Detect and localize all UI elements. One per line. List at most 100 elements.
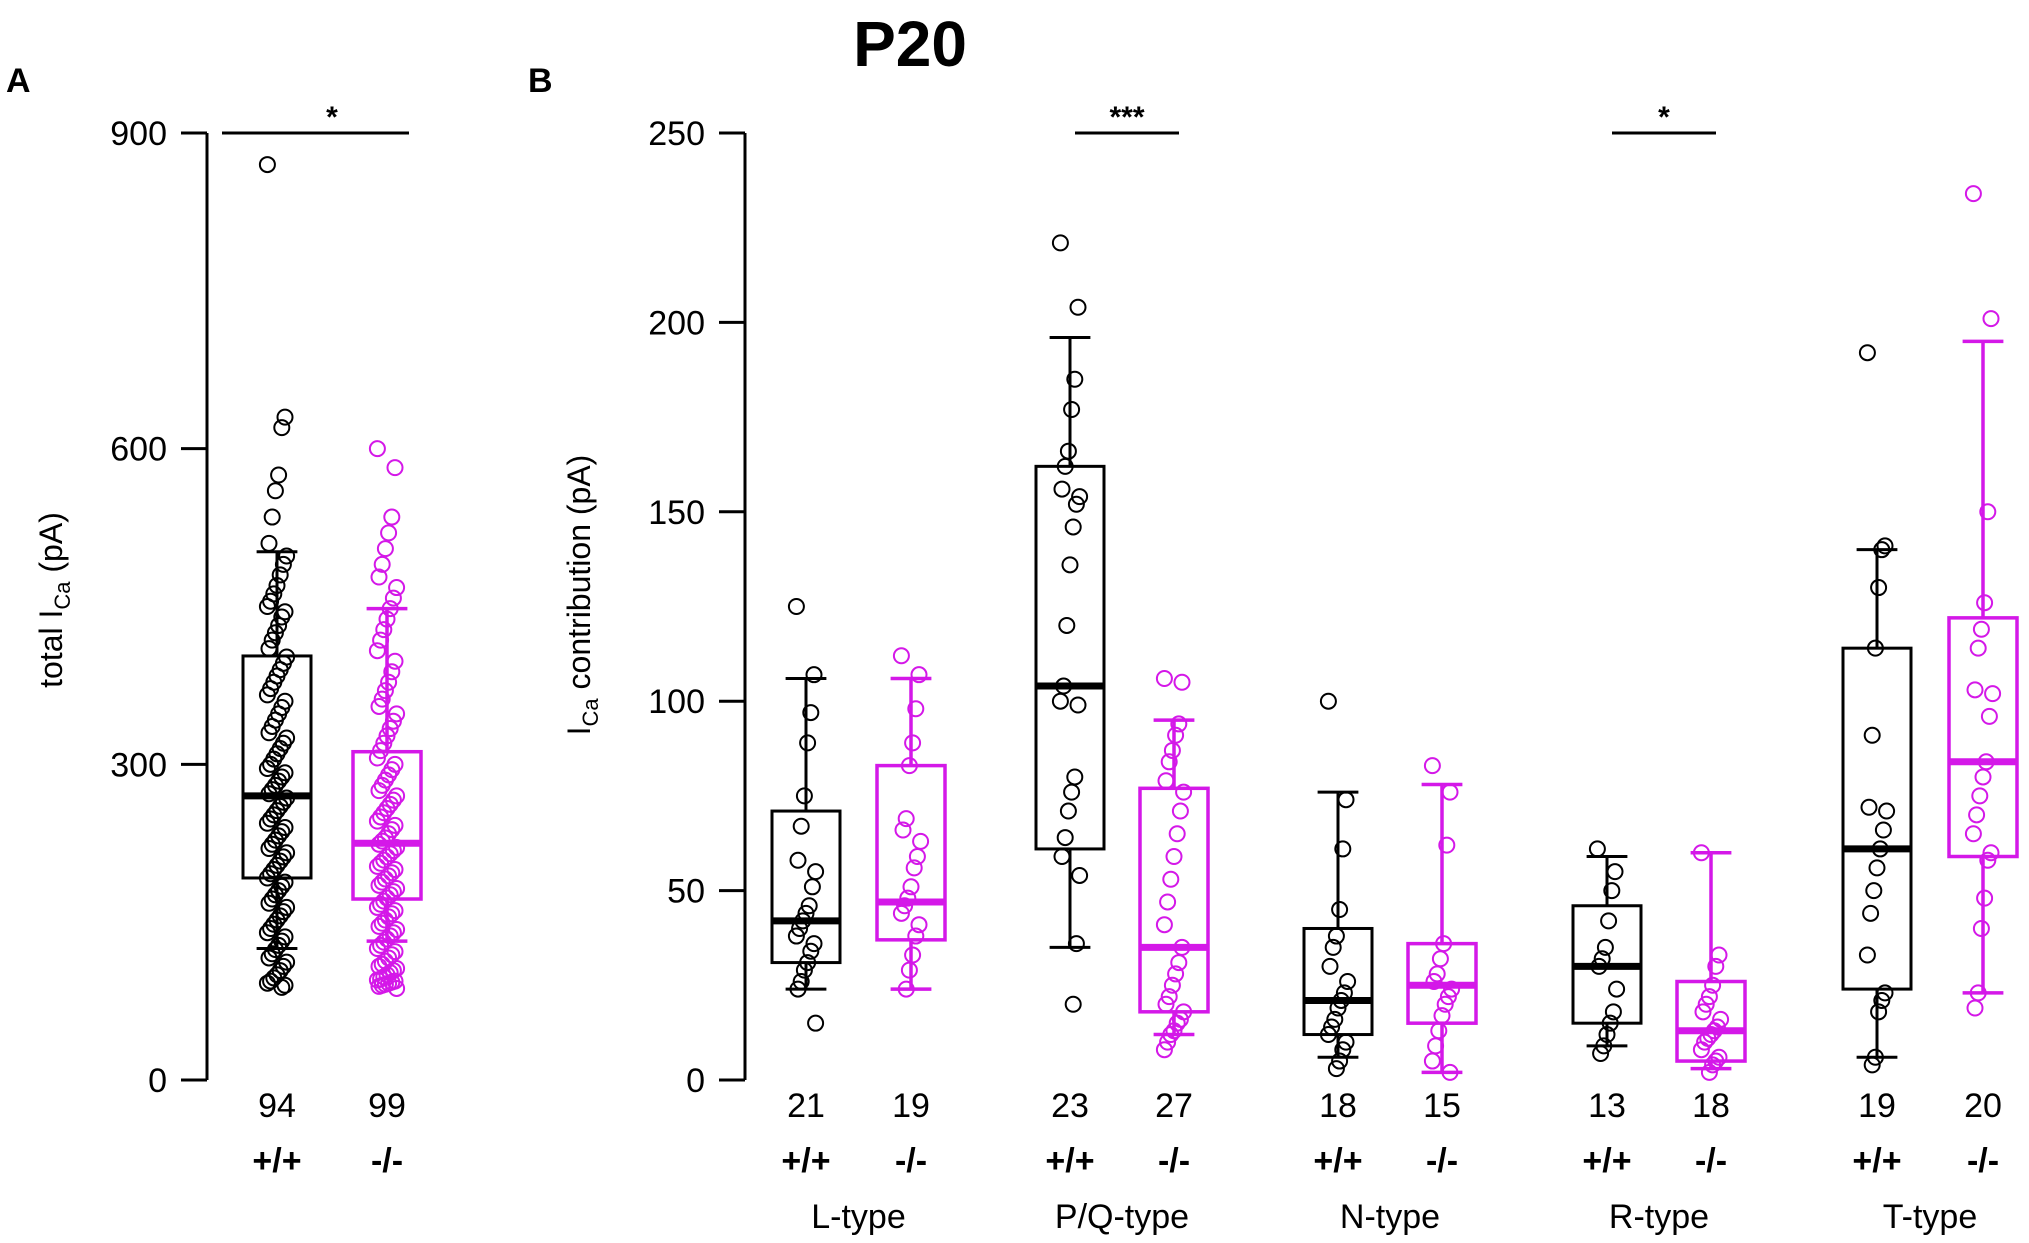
panel-b-l-type-wt-data-point	[807, 1014, 825, 1032]
panel-a-wt-data-point	[268, 576, 286, 594]
panel-b-r-type-ko-data-point	[1692, 1041, 1710, 1059]
panel-a-wt-data-point	[258, 814, 276, 832]
panel-b-n-type-category-label: N-type	[1340, 1198, 1440, 1236]
panel-b-r-type-ko-data-point	[1696, 1033, 1714, 1051]
panel-b-p-q-type-ko-data-point	[1163, 976, 1181, 994]
panel-b-r-type-wt-data-point	[1603, 882, 1621, 900]
panel-b-l-type-ko-data-point	[892, 647, 910, 665]
panel-a-ko-data-point	[372, 936, 390, 954]
panel-b-p-q-type-wt-data-point	[1067, 495, 1085, 513]
panel-b-y-tick-label: 50	[667, 873, 705, 911]
panel-b-r-type-ko-data-point	[1710, 946, 1728, 964]
panel-a-ko-data-point	[388, 921, 406, 939]
panel-b-t-type-wt-data-point	[1866, 639, 1884, 657]
panel-b-p-q-type-ko-data-point	[1160, 753, 1178, 771]
panel-b-t-type-wt-data-point	[1858, 344, 1876, 362]
panel-b-p-q-type-ko-data-point	[1155, 916, 1173, 934]
panel-b-p-q-type-category-label: P/Q-type	[1055, 1198, 1189, 1236]
panel-b-r-type-ko-data-point	[1707, 957, 1725, 975]
panel-b-p-q-type-wt-data-point	[1063, 401, 1081, 419]
panel-b-n-type-ko-data-point	[1423, 1052, 1441, 1070]
panel-b-ylabel-sub: Ca	[578, 698, 603, 727]
panel-b-p-q-type-ko-box	[1138, 786, 1210, 1014]
panel-b-l-type-wt-data-point	[792, 973, 810, 991]
panel-a-ko-data-point	[384, 924, 402, 942]
panel-a-wt-data-point	[262, 919, 280, 937]
panel-b-p-q-type-ko-data-point	[1170, 715, 1188, 733]
panel-b-n-type-ko-genotype-label: -/-	[1426, 1142, 1458, 1180]
panel-a-ko-data-point	[386, 861, 404, 879]
panel-b-t-type-wt-data-point	[1876, 984, 1894, 1002]
panel-b-t-type-ko-data-point	[1966, 681, 1984, 699]
panel-a-wt-data-point	[258, 760, 276, 778]
panel-b-l-type-ko-data-point	[908, 848, 926, 866]
panel-b-p-q-type-wt-data-point	[1067, 935, 1085, 953]
panel-b-n-type-ko-data-point	[1431, 950, 1449, 968]
panel-b-t-type-wt-data-point	[1866, 1048, 1884, 1066]
panel-a-ko-data-point	[381, 927, 399, 945]
panel-a-ko-data-point	[375, 892, 393, 910]
panel-b-l-type-ko-box	[875, 763, 947, 942]
panel-b-significance-label: ***	[1109, 101, 1144, 134]
panel-b-p-q-type-ko-data-point	[1155, 1041, 1173, 1059]
panel-b-t-type-ko-data-point	[1980, 707, 1998, 725]
panel-a-y-tick-label: 0	[148, 1062, 167, 1100]
panel-a-ko-data-point	[376, 911, 394, 929]
panel-a-ko-data-point	[384, 883, 402, 901]
panel-a-wt-data-point	[260, 949, 278, 967]
panel-b-l-type-wt-n-label: 21	[787, 1087, 825, 1125]
panel-b-t-type-ko-data-point	[1972, 620, 1990, 638]
panel-a-ko-data-point	[380, 673, 398, 691]
panel-b-n-type-ko-data-point	[1438, 836, 1456, 854]
panel-a-ko-data-point	[384, 589, 402, 607]
panel-b-n-type-wt-data-point	[1331, 901, 1349, 919]
panel-b-r-type-wt-genotype-label: +/+	[1582, 1142, 1631, 1180]
panel-b-p-q-type-ko-data-point	[1155, 669, 1173, 687]
panel-b-t-type-wt-data-point	[1873, 991, 1891, 1009]
panel-a-y-tick-label: 300	[110, 746, 167, 784]
panel-b-t-type-ko-data-point	[1982, 844, 2000, 862]
panel-b-plot: 0 50 100 150 200 250 21 +/+ 19 -/- L-type 23 +/+ 27 -/…	[648, 101, 2019, 1236]
panel-b-l-type-wt-data-point	[805, 935, 823, 953]
panel-a-ko-data-point	[388, 579, 406, 597]
panel-b-t-type-wt-data-point	[1876, 537, 1894, 555]
panel-b-l-type-wt-data-point	[789, 851, 807, 869]
panel-b-l-type-ko-data-point	[897, 980, 915, 998]
panel-b-l-type-wt-data-point	[803, 878, 821, 896]
panel-b-t-type-wt-data-point	[1873, 541, 1891, 559]
panel-b-t-type-wt-data-point	[1863, 1056, 1881, 1074]
panel-a-wt-data-point	[266, 624, 284, 642]
panel-b-t-type-wt-genotype-label: +/+	[1852, 1142, 1901, 1180]
panel-b-r-type-wt-data-point	[1601, 1014, 1619, 1032]
panel-b-r-type-ko-n-label: 18	[1692, 1087, 1730, 1125]
panel-a-wt-data-point	[270, 616, 288, 634]
panel-b-ylabel: ICa contribution (pA)	[561, 455, 603, 736]
panel-b-n-type-ko-data-point	[1428, 965, 1446, 983]
panel-b-l-type-ko-n-label: 19	[892, 1087, 930, 1125]
panel-b-p-q-type-wt-data-point	[1069, 696, 1087, 714]
panel-b-n-type-wt-data-point	[1319, 1026, 1337, 1044]
panel-b-p-q-type-wt-data-point	[1064, 518, 1082, 536]
panel-b-p-q-type-ko-genotype-label: -/-	[1158, 1142, 1190, 1180]
panel-b-r-type-wt-data-point	[1595, 1037, 1613, 1055]
panel-b-y-tick-label: 200	[648, 304, 705, 342]
panel-b-p-q-type-wt-data-point	[1071, 866, 1089, 884]
panel-b-n-type-ko-data-point	[1425, 973, 1443, 991]
panel-b-n-type-ko-data-point	[1443, 980, 1461, 998]
panel-b-t-type-ko-data-point	[1979, 503, 1997, 521]
panel-a-ko-data-point	[368, 939, 386, 957]
panel-b-t-type-wt-data-point	[1858, 946, 1876, 964]
panel-a-wt-data-point	[266, 482, 284, 500]
panel-b-n-type-wt-data-point	[1339, 973, 1357, 991]
panel-a-ko-data-point	[368, 898, 386, 916]
panel-a-ko-data-point	[368, 440, 386, 458]
panel-a-ko-data-point	[370, 876, 388, 894]
panel-b-t-type-ko-data-point	[1964, 185, 1982, 203]
panel-a-ko-data-point	[373, 914, 391, 932]
panel-a-ko-data-point	[388, 705, 406, 723]
panel-a-wt-genotype-label: +/+	[252, 1142, 301, 1180]
panel-b-p-q-type-wt-data-point	[1064, 995, 1082, 1013]
panel-a-wt-data-point	[271, 566, 289, 584]
panel-a-ko-data-point	[370, 697, 388, 715]
panel-b-r-type-wt-data-point	[1606, 863, 1624, 881]
